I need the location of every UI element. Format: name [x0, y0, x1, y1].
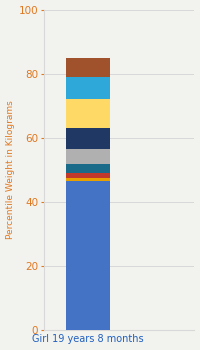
Bar [66, 178, 110, 181]
Bar [66, 128, 110, 149]
Bar [66, 99, 110, 128]
Bar [66, 149, 110, 163]
Bar [66, 163, 110, 173]
Bar [66, 58, 110, 77]
Bar [66, 77, 110, 99]
Y-axis label: Percentile Weight in Kilograms: Percentile Weight in Kilograms [6, 100, 15, 239]
Bar [66, 181, 110, 330]
Bar [66, 173, 110, 178]
